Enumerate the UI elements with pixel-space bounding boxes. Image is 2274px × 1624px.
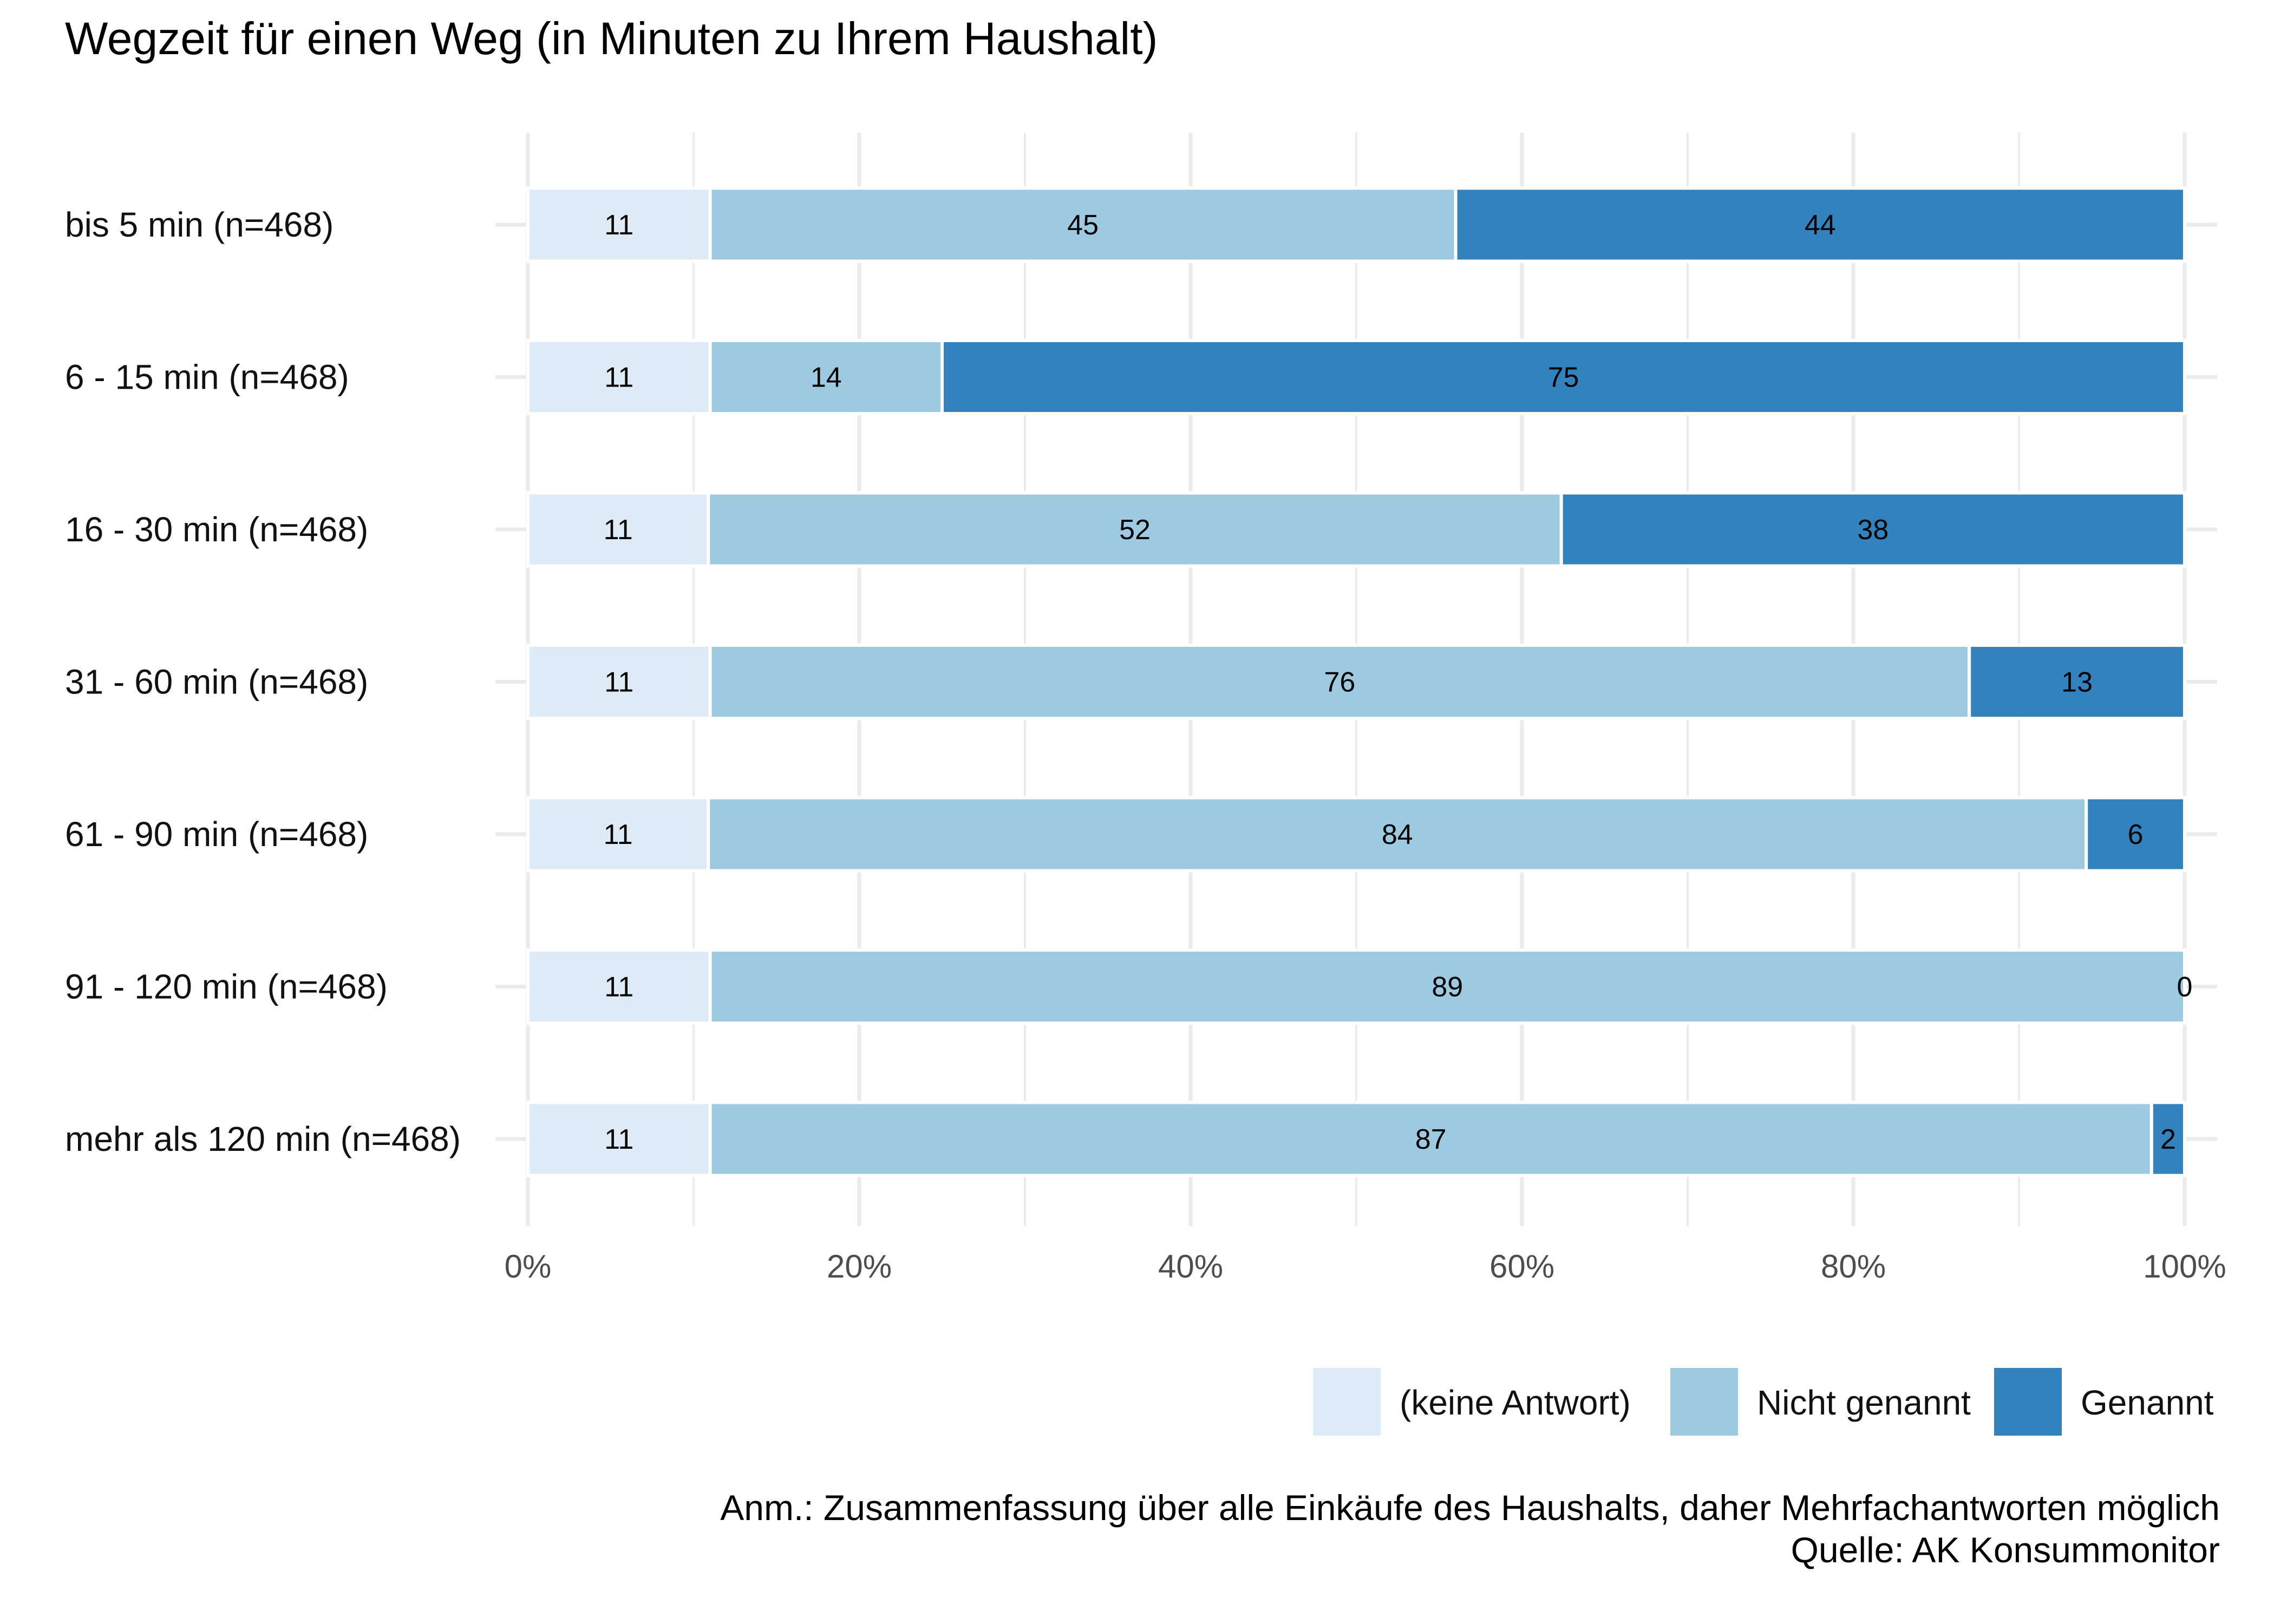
category-labels: bis 5 min (n=468) 6 - 15 min (n=468) 16 - … [65, 205, 461, 1158]
legend-item: (keine Antwort) [1313, 1368, 1631, 1436]
category-label: mehr als 120 min (n=468) [65, 1119, 461, 1158]
bar-segment [526, 491, 710, 568]
legend-label: (keine Antwort) [1400, 1383, 1631, 1422]
bar-segment [1968, 644, 2186, 720]
bar-value-label: 11 [604, 514, 633, 546]
bar-value-label: 11 [604, 972, 633, 1003]
category-label: 6 - 15 min (n=468) [65, 358, 349, 397]
legend-swatch [1994, 1368, 2062, 1436]
bar-segment [1454, 186, 2187, 263]
legend: (keine Antwort) Nicht genannt Genannt [1313, 1368, 2214, 1436]
bar-segment [708, 644, 1971, 720]
bar-value-label: 44 [1805, 209, 1836, 241]
x-tick-label: 20% [827, 1248, 892, 1285]
bar-value-label: 76 [1324, 667, 1355, 698]
bar-segment [2149, 1101, 2187, 1177]
bar-segment [708, 948, 2186, 1025]
bar-segment [940, 339, 2186, 415]
bar-segment [526, 948, 712, 1025]
bar-row: 11 76 13 [526, 644, 2186, 720]
bar-value-label: 38 [1857, 514, 1889, 546]
bar-row: 11 89 0 [526, 948, 2193, 1025]
bar-segment [526, 644, 712, 720]
legend-swatch [1670, 1368, 1738, 1436]
bar-value-label: 11 [604, 1124, 633, 1155]
bar-value-label: 52 [1119, 514, 1151, 546]
bar-segment [1559, 491, 2186, 568]
caption: Anm.: Zusammenfassung über alle Einkäufe… [720, 1488, 2220, 1570]
x-tick-label: 40% [1158, 1248, 1223, 1285]
category-label: bis 5 min (n=468) [65, 205, 334, 244]
bar-value-label: 89 [1432, 972, 1463, 1003]
bar-row: 11 45 44 [526, 186, 2187, 263]
bar-value-label: 0 [2177, 972, 2193, 1003]
bar-row: 11 84 6 [526, 796, 2186, 873]
legend-item: Genannt [1994, 1368, 2214, 1436]
chart-title: Wegzeit für einen Weg (in Minuten zu Ihr… [65, 13, 1158, 64]
caption-note: Anm.: Zusammenfassung über alle Einkäufe… [720, 1488, 2220, 1528]
category-label: 61 - 90 min (n=468) [65, 815, 368, 854]
bar-value-label: 11 [604, 667, 633, 698]
bar-value-label: 45 [1067, 209, 1099, 241]
bar-value-label: 87 [1415, 1124, 1447, 1155]
bar-row: 11 14 75 [526, 339, 2186, 415]
caption-source: Quelle: AK Konsummonitor [1791, 1530, 2220, 1570]
bar-segment [526, 796, 710, 873]
bar-value-label: 14 [811, 362, 842, 394]
bar-value-label: 6 [2128, 819, 2144, 850]
legend-label: Genannt [2081, 1383, 2214, 1422]
bar-row: 11 52 38 [526, 491, 2186, 568]
bar-segment [526, 186, 712, 263]
bar-value-label: 2 [2160, 1124, 2176, 1155]
x-tick-label: 100% [2143, 1248, 2226, 1285]
bar-value-label: 75 [1548, 362, 1579, 394]
legend-label: Nicht genannt [1757, 1383, 1971, 1422]
bar-row: 11 87 2 [526, 1101, 2187, 1177]
bar-segment [708, 1101, 2153, 1177]
bar-segment [707, 491, 1563, 568]
bar-value-label: 13 [2061, 667, 2093, 698]
bar-value-label: 11 [604, 362, 633, 394]
bar-segment [2084, 796, 2186, 873]
x-axis-ticks: 0% 20% 40% 60% 80% 100% [505, 1248, 2226, 1285]
legend-item: Nicht genannt [1670, 1368, 1971, 1436]
bar-segment [708, 339, 944, 415]
x-tick-label: 60% [1489, 1248, 1554, 1285]
bars: 11 45 44 11 14 75 11 52 38 11 76 13 11 84 6 11 89 0 11 87 2 [526, 186, 2193, 1177]
bar-segment [708, 186, 1458, 263]
legend-swatch [1313, 1368, 1381, 1436]
bar-value-label: 11 [604, 209, 633, 241]
category-label: 31 - 60 min (n=468) [65, 663, 368, 702]
bar-value-label: 11 [604, 819, 633, 850]
x-tick-label: 0% [505, 1248, 552, 1285]
category-label: 16 - 30 min (n=468) [65, 510, 368, 549]
bar-value-label: 84 [1382, 819, 1413, 850]
category-label: 91 - 120 min (n=468) [65, 967, 388, 1006]
x-tick-label: 80% [1821, 1248, 1886, 1285]
bar-segment [526, 339, 712, 415]
